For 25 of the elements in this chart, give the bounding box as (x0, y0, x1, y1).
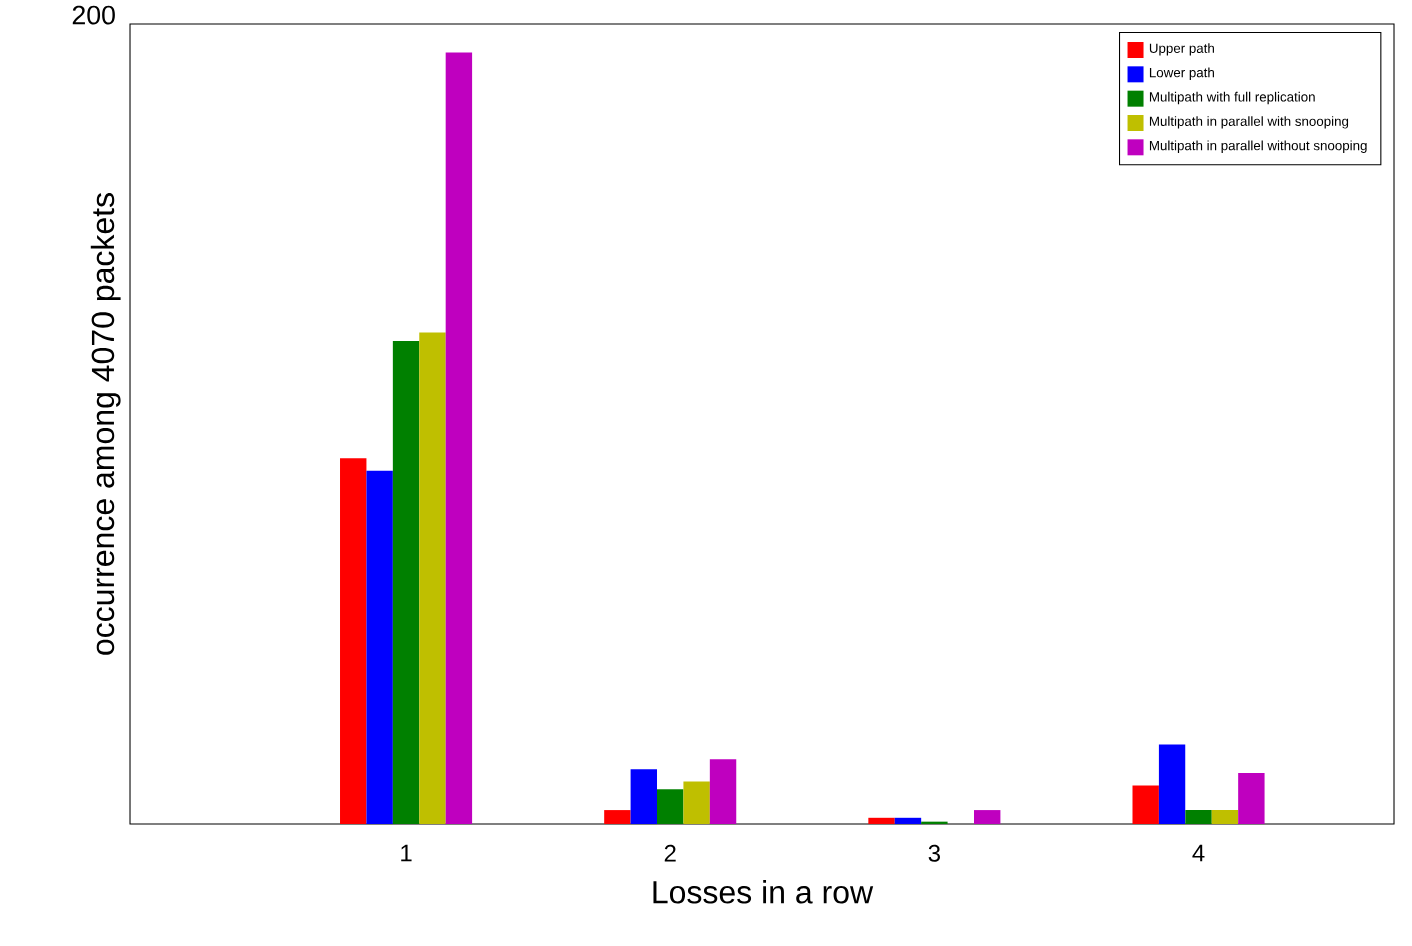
x-tick-label: 3 (928, 844, 940, 862)
bar (868, 817, 895, 824)
bar (709, 759, 737, 824)
bar (604, 810, 631, 824)
bar (1211, 810, 1239, 824)
bar (1185, 810, 1212, 824)
bar (419, 332, 446, 824)
bar (683, 781, 710, 824)
bar (1158, 744, 1186, 824)
bar (894, 817, 922, 824)
bar (974, 810, 1001, 824)
x-axis-title: Losses in a row (653, 880, 874, 904)
bar (657, 789, 684, 824)
text: 200 (72, 5, 115, 25)
x-tick-label: 4 (1192, 844, 1205, 862)
bar (445, 52, 473, 824)
bar (366, 470, 393, 824)
x-tick-label: 1 (401, 844, 412, 862)
x-tick-label: 2 (664, 844, 676, 862)
y-axis-title: occurrence among 4070 packets (90, 193, 121, 655)
bar (1238, 773, 1265, 824)
bar (1132, 785, 1159, 824)
bar (340, 458, 367, 824)
bar (630, 769, 658, 824)
bar (392, 341, 420, 824)
